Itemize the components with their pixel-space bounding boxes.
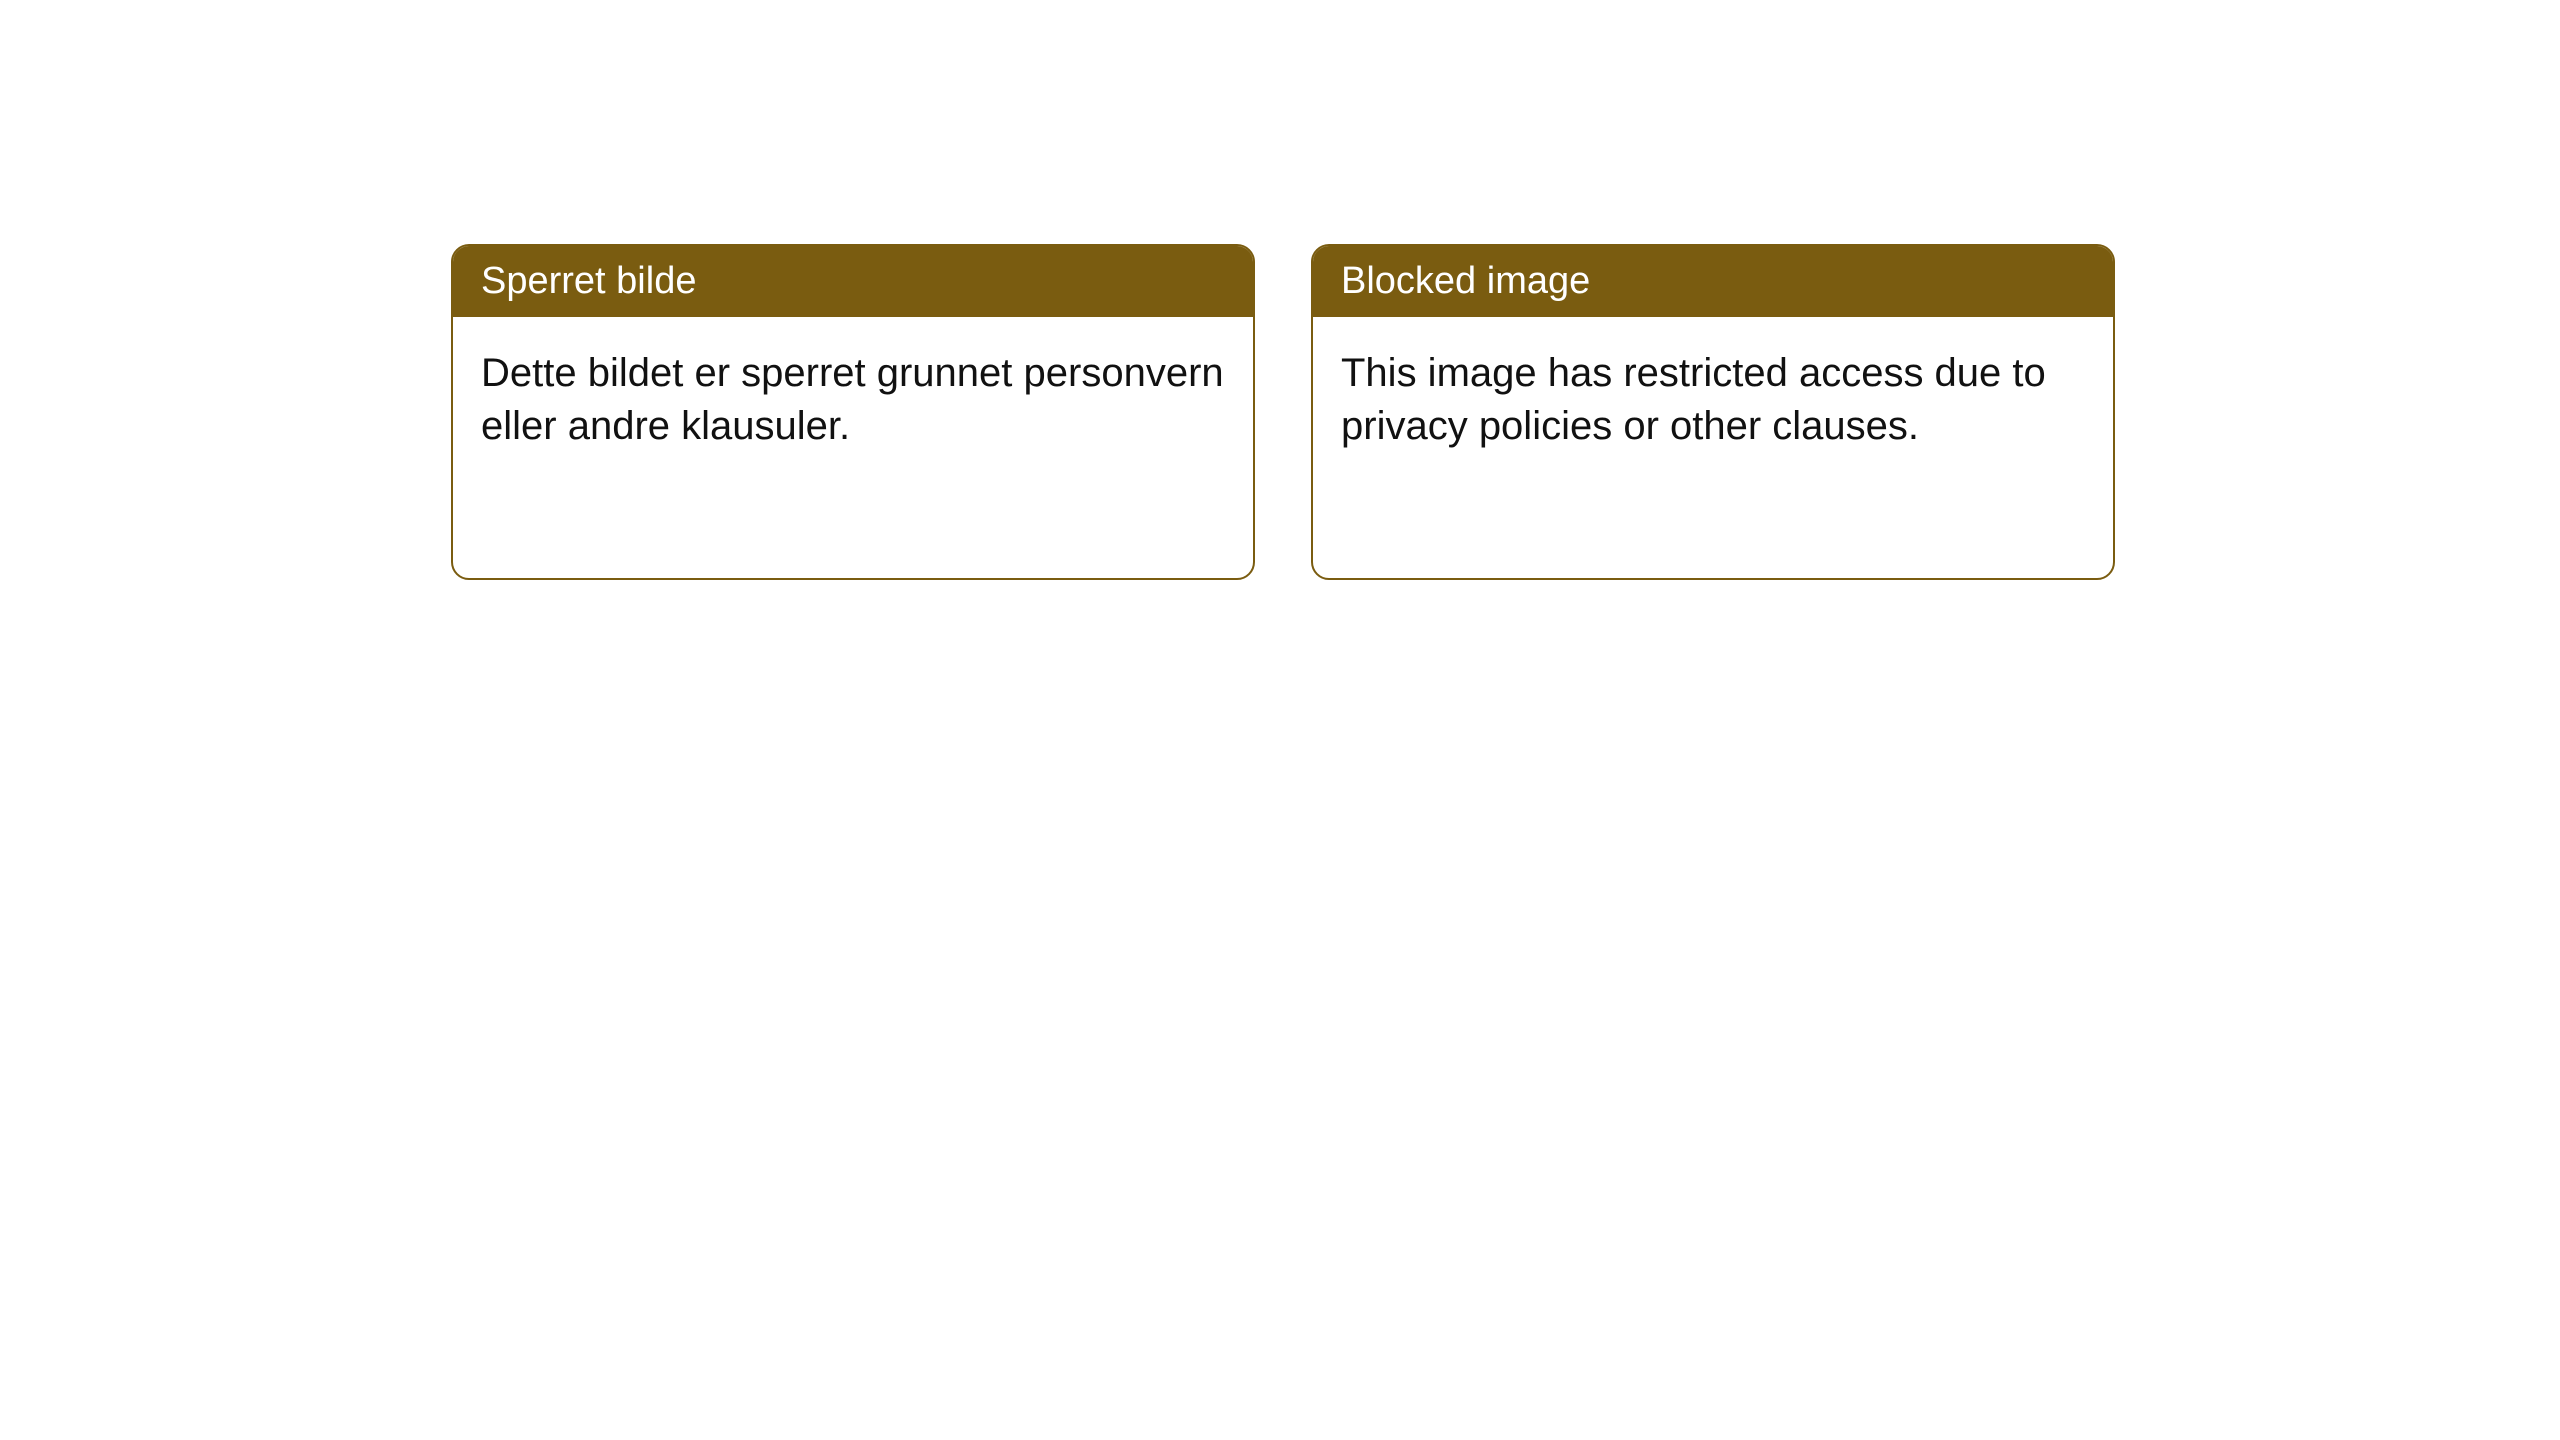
- card-title: Blocked image: [1341, 260, 1590, 302]
- card-body: Dette bildet er sperret grunnet personve…: [453, 317, 1253, 483]
- card-header: Sperret bilde: [453, 246, 1253, 317]
- card-title: Sperret bilde: [481, 260, 696, 302]
- card-body-text: This image has restricted access due to …: [1341, 351, 2046, 448]
- card-header: Blocked image: [1313, 246, 2113, 317]
- notice-cards-container: Sperret bilde Dette bildet er sperret gr…: [451, 244, 2115, 580]
- card-body: This image has restricted access due to …: [1313, 317, 2113, 483]
- notice-card-english: Blocked image This image has restricted …: [1311, 244, 2115, 580]
- card-body-text: Dette bildet er sperret grunnet personve…: [481, 351, 1224, 448]
- notice-card-norwegian: Sperret bilde Dette bildet er sperret gr…: [451, 244, 1255, 580]
